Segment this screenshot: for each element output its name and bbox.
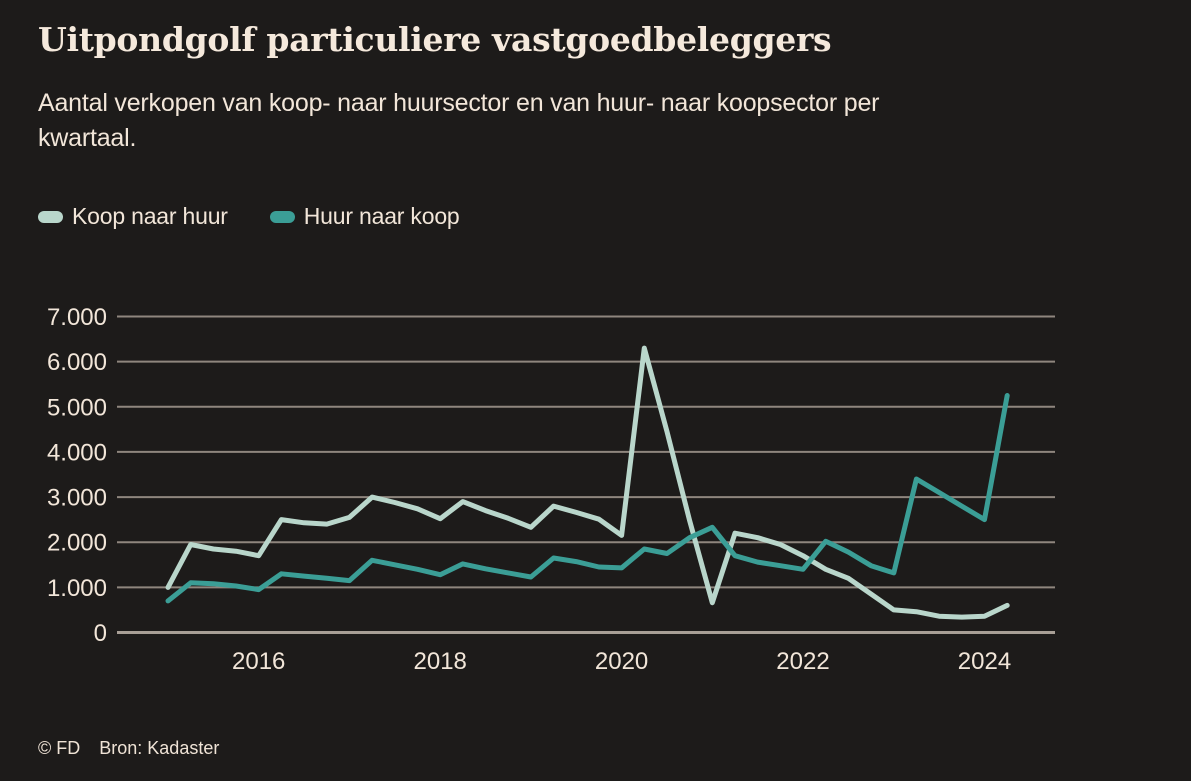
legend-label: Koop naar huur: [72, 203, 228, 229]
legend-label: Huur naar koop: [303, 203, 460, 229]
y-tick-label: 4.000: [47, 439, 107, 466]
y-tick-label: 1.000: [47, 575, 107, 602]
legend-swatch: [269, 210, 295, 223]
legend-swatch: [38, 210, 63, 223]
chart-subtitle: Aantal verkopen van koop- naar huursecto…: [38, 86, 879, 156]
chart-footer: © FD Bron: Kadaster: [38, 738, 219, 759]
legend-item-huur-naar-koop: Huur naar koop: [269, 203, 460, 230]
x-tick-label: 2018: [414, 648, 467, 675]
x-tick-label: 2020: [595, 648, 648, 675]
legend-item-koop-naar-huur: Koop naar huur: [38, 203, 228, 230]
y-tick-label: 0: [94, 620, 107, 647]
y-tick-label: 5.000: [47, 394, 107, 421]
page-title: Uitpondgolf particuliere vastgoedbelegge…: [38, 20, 832, 59]
y-tick-label: 6.000: [47, 349, 107, 376]
y-tick-label: 3.000: [47, 485, 107, 512]
y-tick-label: 7.000: [47, 304, 107, 331]
y-tick-label: 2.000: [47, 530, 107, 557]
x-tick-label: 2016: [232, 648, 285, 675]
chart-subtitle-line1: Aantal verkopen van koop- naar huursecto…: [38, 89, 880, 117]
x-tick-label: 2024: [958, 648, 1011, 675]
series-line-huur-naar-koop: [165, 393, 1010, 604]
series-line-koop-naar-huur: [165, 345, 1010, 620]
source-label: Bron: Kadaster: [99, 738, 220, 758]
copyright-label: © FD: [38, 738, 81, 758]
x-tick-label: 2022: [776, 648, 829, 675]
chart-subtitle-line2: kwartaal.: [38, 124, 137, 152]
chart-legend: Koop naar huur Huur naar koop: [38, 203, 460, 230]
